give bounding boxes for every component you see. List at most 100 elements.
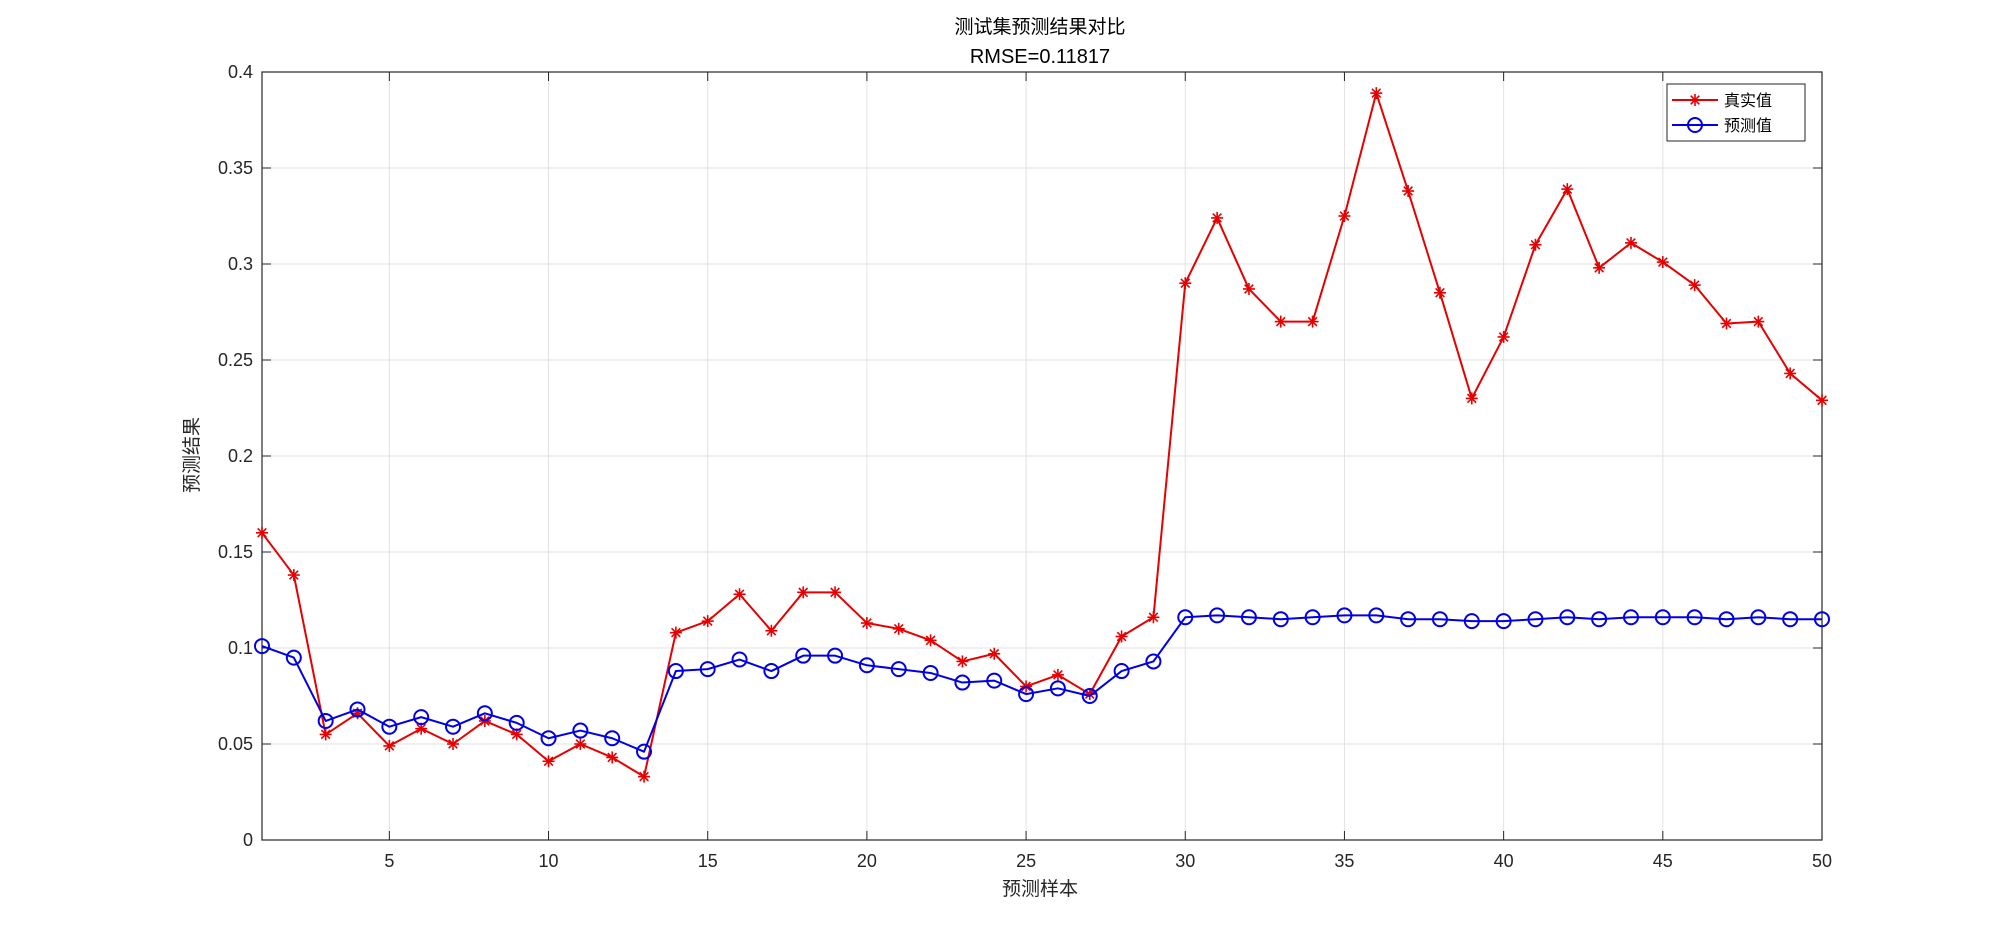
y-tick-label: 0 xyxy=(243,830,253,850)
data-point xyxy=(383,739,396,752)
data-point xyxy=(1402,185,1415,198)
series-layer xyxy=(254,87,1830,783)
data-point xyxy=(1561,183,1574,196)
data-point xyxy=(413,709,430,726)
x-tick-label: 50 xyxy=(1812,851,1832,871)
chart-subtitle: RMSE=0.11817 xyxy=(970,46,1110,68)
data-point xyxy=(445,718,462,735)
asterisk-marker-icon xyxy=(1689,94,1701,106)
x-tick-label: 35 xyxy=(1334,851,1354,871)
data-point xyxy=(1622,609,1639,626)
data-point xyxy=(1240,609,1257,626)
data-point xyxy=(604,730,621,747)
data-point xyxy=(1495,613,1512,630)
x-tick-label: 30 xyxy=(1175,851,1195,871)
asterisk-stroke xyxy=(1817,395,1827,406)
data-point xyxy=(1370,87,1383,100)
series-line-1 xyxy=(261,92,1823,778)
chart-title: 测试集预测结果对比 xyxy=(954,16,1125,38)
data-point xyxy=(954,674,971,691)
data-point xyxy=(542,755,555,768)
x-tick-label: 10 xyxy=(539,851,559,871)
asterisk-stroke xyxy=(543,756,554,767)
asterisk-stroke xyxy=(1403,186,1414,196)
data-point xyxy=(890,661,907,678)
data-point xyxy=(763,663,780,680)
y-axis-label: 预测结果 xyxy=(181,417,203,493)
asterisk-stroke xyxy=(1435,287,1445,298)
data-point xyxy=(317,712,334,729)
data-point xyxy=(858,657,875,674)
asterisk-stroke xyxy=(257,527,267,538)
asterisk-stroke xyxy=(1466,393,1477,404)
data-point xyxy=(1784,367,1797,380)
data-point xyxy=(1018,686,1035,703)
asterisk-stroke xyxy=(766,625,777,636)
y-tick-label: 0.35 xyxy=(218,158,253,178)
data-point xyxy=(892,622,905,635)
data-point xyxy=(1591,611,1608,628)
data-point xyxy=(731,651,748,668)
asterisk-stroke xyxy=(1371,88,1382,99)
asterisk-stroke xyxy=(416,723,427,734)
y-tick-label: 0.2 xyxy=(228,446,253,466)
data-point xyxy=(1463,613,1480,630)
data-point xyxy=(1242,282,1255,295)
data-point xyxy=(1465,392,1478,405)
data-point xyxy=(1274,315,1287,328)
data-point xyxy=(827,647,844,664)
x-tick-label: 40 xyxy=(1494,851,1514,871)
data-point xyxy=(1433,286,1446,299)
asterisk-stroke xyxy=(670,627,681,638)
asterisk-stroke xyxy=(862,618,872,628)
asterisk-stroke xyxy=(798,587,809,598)
data-point xyxy=(733,588,746,601)
data-point xyxy=(1431,611,1448,628)
data-point xyxy=(572,722,589,739)
x-tick-label: 45 xyxy=(1653,851,1673,871)
asterisk-stroke xyxy=(1212,213,1222,223)
asterisk-stroke xyxy=(702,616,713,627)
y-tick-label: 0.1 xyxy=(228,638,253,658)
data-point xyxy=(1177,609,1194,626)
x-tick-label: 15 xyxy=(698,851,718,871)
data-point xyxy=(797,586,810,599)
axes-frame xyxy=(261,71,1823,841)
y-tick-label: 0.15 xyxy=(218,542,253,562)
asterisk-stroke xyxy=(1148,612,1159,623)
data-point xyxy=(638,770,651,783)
series-1 xyxy=(256,87,1828,783)
data-point xyxy=(765,624,778,637)
data-point xyxy=(1049,680,1066,697)
asterisk-stroke xyxy=(925,635,936,646)
data-point xyxy=(1654,609,1671,626)
legend-label-true: 真实值 xyxy=(1724,91,1772,110)
data-point xyxy=(636,743,653,760)
data-point xyxy=(1752,315,1765,328)
data-point xyxy=(1304,609,1321,626)
x-tick-label: 25 xyxy=(1016,851,1036,871)
data-point xyxy=(1688,279,1701,292)
asterisk-stroke xyxy=(957,656,968,667)
data-point xyxy=(1686,609,1703,626)
series-line-2 xyxy=(261,614,1822,753)
y-tick-label: 0.05 xyxy=(218,734,253,754)
data-point xyxy=(1527,611,1544,628)
data-point xyxy=(319,728,332,741)
asterisk-stroke xyxy=(1721,318,1732,329)
data-point xyxy=(287,569,300,582)
data-point xyxy=(349,701,366,718)
asterisk-stroke xyxy=(639,771,649,782)
data-point xyxy=(1209,607,1226,624)
data-point xyxy=(606,751,619,764)
data-point xyxy=(1497,330,1510,343)
data-point xyxy=(1306,315,1319,328)
data-point xyxy=(254,638,270,655)
data-point xyxy=(1368,607,1385,624)
data-point xyxy=(1113,663,1130,680)
data-point xyxy=(447,738,460,750)
legend-entry-pred: 预测值 xyxy=(1672,116,1772,135)
asterisk-stroke xyxy=(607,752,618,763)
data-point xyxy=(1272,611,1289,628)
x-tick-label: 20 xyxy=(857,851,877,871)
